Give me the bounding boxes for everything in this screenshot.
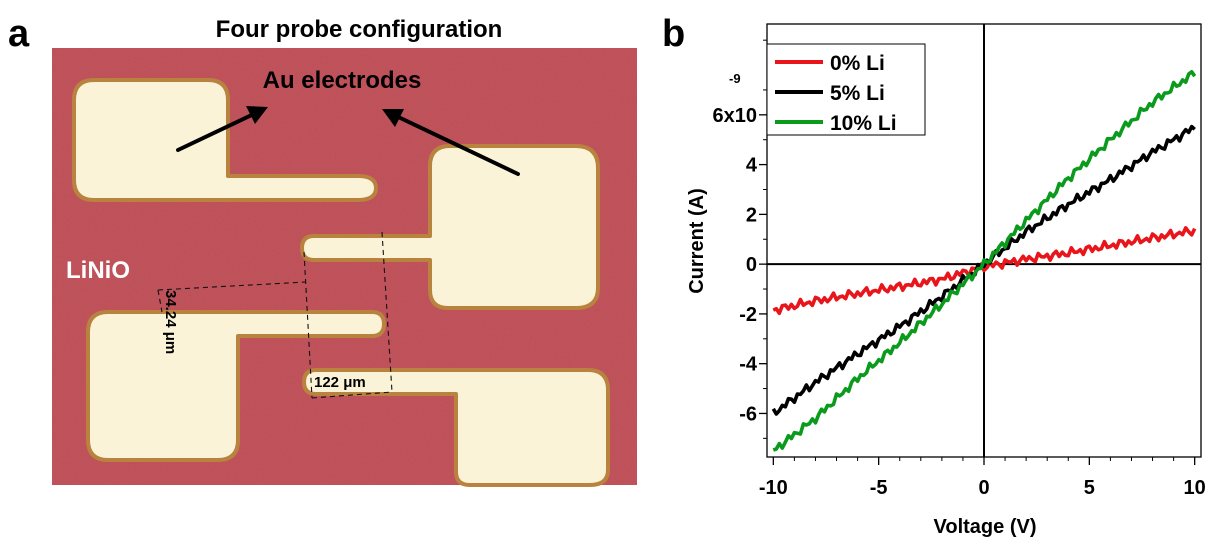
x-tick-label: 10	[1184, 477, 1206, 499]
guide-bottom-horizontal	[311, 391, 393, 399]
electrode-bottom-right	[302, 368, 610, 487]
guide-top-horizontal	[157, 281, 307, 291]
legend-label-5pct: 5% Li	[830, 82, 885, 105]
arrow-right-head	[382, 109, 404, 127]
guide-left-vertical	[157, 289, 163, 313]
y-exponent-label: -9	[729, 71, 741, 86]
y-tick-label: -6	[739, 403, 757, 425]
arrow-left-head	[246, 106, 268, 124]
panel-a-label: a	[8, 13, 30, 55]
arrow-right	[390, 112, 520, 176]
series-line-5pct-li	[771, 124, 1196, 416]
legend-label-10pct: 10% Li	[830, 112, 897, 135]
legend-box	[766, 43, 926, 136]
electrode-top-left	[72, 78, 378, 202]
y-tick-label: 2	[746, 204, 757, 226]
electrodes	[72, 78, 610, 487]
dimension-label-vertical: 34.24 μm	[162, 290, 179, 354]
guide-middle-vertical	[303, 251, 313, 399]
electrode-top-right	[300, 144, 600, 310]
arrow-left	[176, 110, 260, 152]
panel-a-title: Four probe configuration	[216, 16, 503, 43]
series-line-10pct-li	[772, 70, 1197, 452]
y-tick-label: 0	[746, 254, 757, 276]
y-tick-label: -4	[739, 354, 758, 376]
micrograph: 34.24 μm 122 μm LiNiO Au electrodes	[52, 48, 637, 487]
chart: -10 -5 0 5 10 -6 -4 -2 0 2 4 6x10 -9 Voltage (V) C…	[686, 23, 1206, 538]
series-line-0pct-li	[772, 226, 1197, 316]
y-axis-title: Current (A)	[686, 188, 708, 294]
panel-b-label: b	[662, 13, 685, 55]
dimension-guides	[157, 231, 393, 399]
x-tick-label: -10	[759, 477, 788, 499]
y-tick-label: -2	[739, 304, 757, 326]
x-axis-title: Voltage (V)	[934, 516, 1037, 538]
panel-b: b -10 -5 0 5 10 -6 -4 -2 0 2 4 6x10 -9 Voltage (V)…	[662, 13, 1206, 538]
legend: 0% Li 5% Li 10% Li	[766, 43, 926, 136]
y-ticks: -6 -4 -2 0 2 4 6x10	[713, 39, 767, 439]
legend-label-0pct: 0% Li	[830, 52, 885, 75]
x-ticks: -10 -5 0 5 10	[759, 457, 1206, 499]
x-tick-label: 5	[1084, 477, 1095, 499]
series-lines	[771, 70, 1197, 452]
electrode-bottom-left	[86, 310, 386, 462]
y-tick-label: 6x10	[713, 105, 758, 127]
electrodes-label: Au electrodes	[263, 67, 422, 94]
x-tick-label: 0	[978, 477, 989, 499]
arrows	[176, 106, 520, 176]
material-label: LiNiO	[66, 257, 130, 284]
x-tick-label: -5	[870, 477, 888, 499]
y-tick-label: 4	[746, 155, 758, 177]
dimension-label-horizontal: 122 μm	[314, 374, 366, 391]
panel-a: a Four probe configuration 34.24 μm 122 …	[8, 13, 637, 487]
